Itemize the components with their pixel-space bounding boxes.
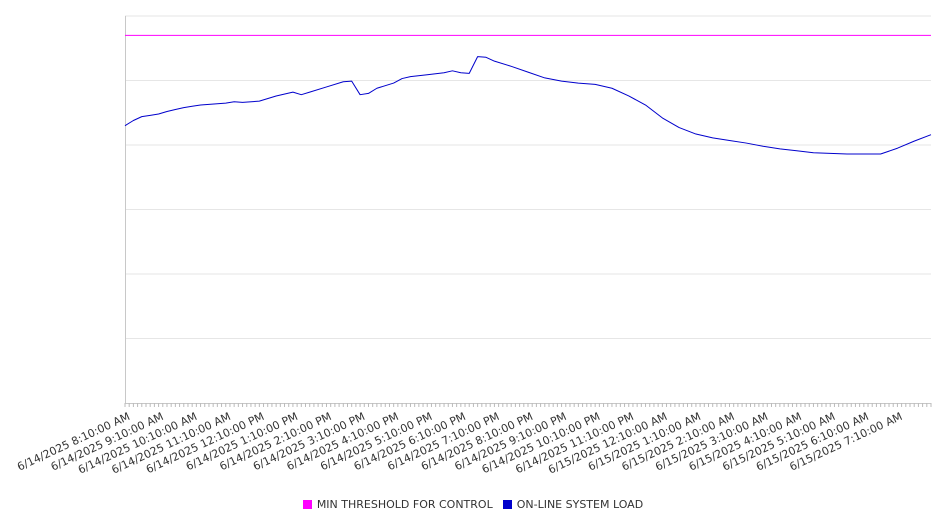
legend: MIN THRESHOLD FOR CONTROL ON-LINE SYSTEM … [0, 498, 946, 511]
legend-swatch [302, 500, 312, 509]
legend-label: MIN THRESHOLD FOR CONTROL [316, 498, 493, 511]
series-lines [124, 34, 932, 155]
legend-item[interactable]: ON-LINE SYSTEM LOAD [502, 498, 644, 511]
x-tick-labels: 6/14/2025 8:10:00 AM6/14/2025 9:10:00 AM… [15, 410, 904, 477]
grid-lines [125, 15, 931, 339]
legend-label: ON-LINE SYSTEM LOAD [516, 498, 644, 511]
axes [124, 16, 932, 407]
legend-swatch [502, 500, 512, 509]
legend-item[interactable]: MIN THRESHOLD FOR CONTROL [302, 498, 493, 511]
system-load-line [124, 56, 932, 155]
